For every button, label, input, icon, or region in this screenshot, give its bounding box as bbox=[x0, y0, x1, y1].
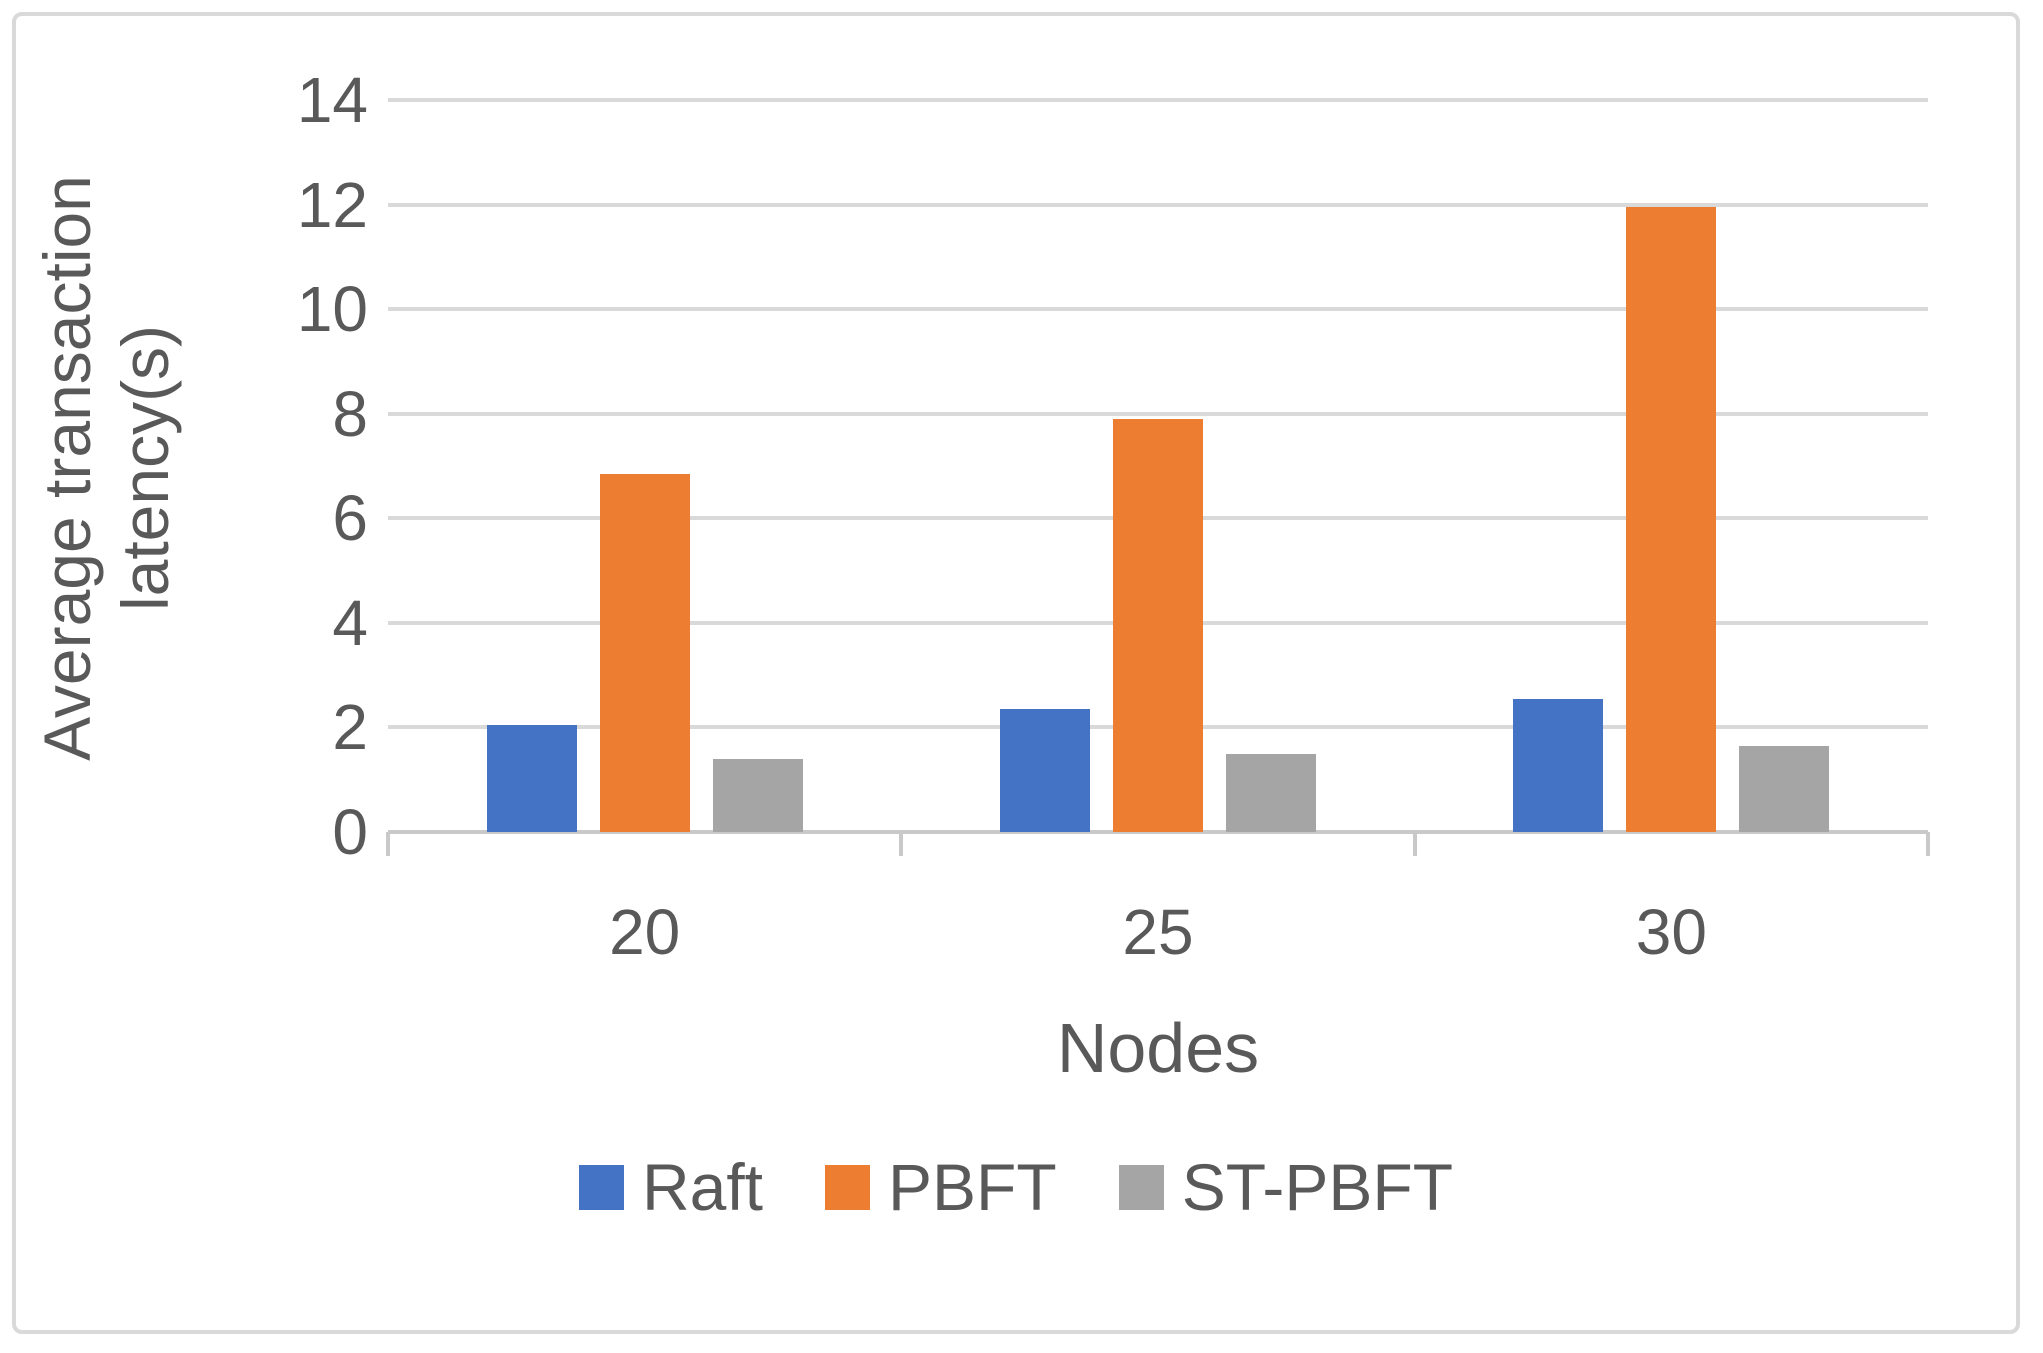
bar-st-pbft-nodes-30 bbox=[1739, 745, 1830, 832]
bar-st-pbft-nodes-25 bbox=[1226, 753, 1316, 832]
y-tick-label-12: 12 bbox=[296, 168, 368, 241]
legend-item-st-pbft: ST-PBFT bbox=[1118, 1150, 1454, 1224]
legend-label-raft: Raft bbox=[641, 1150, 763, 1224]
y-tick-label-6: 6 bbox=[332, 482, 368, 555]
legend-swatch-pbft bbox=[825, 1164, 870, 1210]
legend-item-pbft: PBFT bbox=[825, 1152, 1057, 1222]
x-axis-tick-mark bbox=[899, 832, 904, 856]
x-tick-label-30: 30 bbox=[1635, 896, 1707, 968]
bar-st-pbft-nodes-20 bbox=[712, 758, 803, 832]
legend: Raft PBFT ST-PBFT bbox=[12, 1152, 2020, 1222]
legend-swatch-st-pbft bbox=[1118, 1164, 1164, 1210]
x-axis-title: Nodes bbox=[1056, 1009, 1260, 1087]
x-tick-label-20: 20 bbox=[609, 896, 681, 968]
gridline-y-10 bbox=[388, 307, 1928, 312]
y-tick-label-10: 10 bbox=[296, 273, 368, 346]
y-tick-label-0: 0 bbox=[332, 796, 368, 868]
y-tick-label-14: 14 bbox=[296, 64, 368, 136]
bar-pbft-nodes-20 bbox=[599, 473, 690, 832]
gridline-y-8 bbox=[388, 411, 1928, 416]
bar-raft-nodes-30 bbox=[1513, 698, 1604, 832]
x-axis-line bbox=[388, 830, 1928, 834]
x-tick-label-25: 25 bbox=[1122, 896, 1194, 968]
bar-raft-nodes-25 bbox=[1000, 709, 1090, 832]
gridline-y-12 bbox=[388, 202, 1928, 207]
x-axis-tick-mark bbox=[1412, 832, 1417, 856]
bar-pbft-nodes-30 bbox=[1626, 207, 1717, 832]
bar-raft-nodes-20 bbox=[486, 724, 577, 832]
gridline-y-14 bbox=[388, 98, 1928, 102]
y-tick-label-4: 4 bbox=[332, 586, 368, 659]
legend-swatch-raft bbox=[578, 1164, 624, 1210]
plot-area bbox=[386, 98, 1930, 856]
x-axis-tick-mark bbox=[386, 832, 390, 856]
bar-pbft-nodes-25 bbox=[1113, 418, 1203, 832]
y-tick-label-8: 8 bbox=[332, 377, 368, 450]
legend-item-raft: Raft bbox=[578, 1150, 763, 1224]
y-axis-title-line-1: Average transaction bbox=[30, 175, 104, 761]
x-axis-tick-mark bbox=[1926, 832, 1930, 856]
legend-label-st-pbft: ST-PBFT bbox=[1181, 1150, 1454, 1224]
legend-label-pbft: PBFT bbox=[888, 1150, 1057, 1224]
y-tick-label-2: 2 bbox=[332, 691, 368, 764]
